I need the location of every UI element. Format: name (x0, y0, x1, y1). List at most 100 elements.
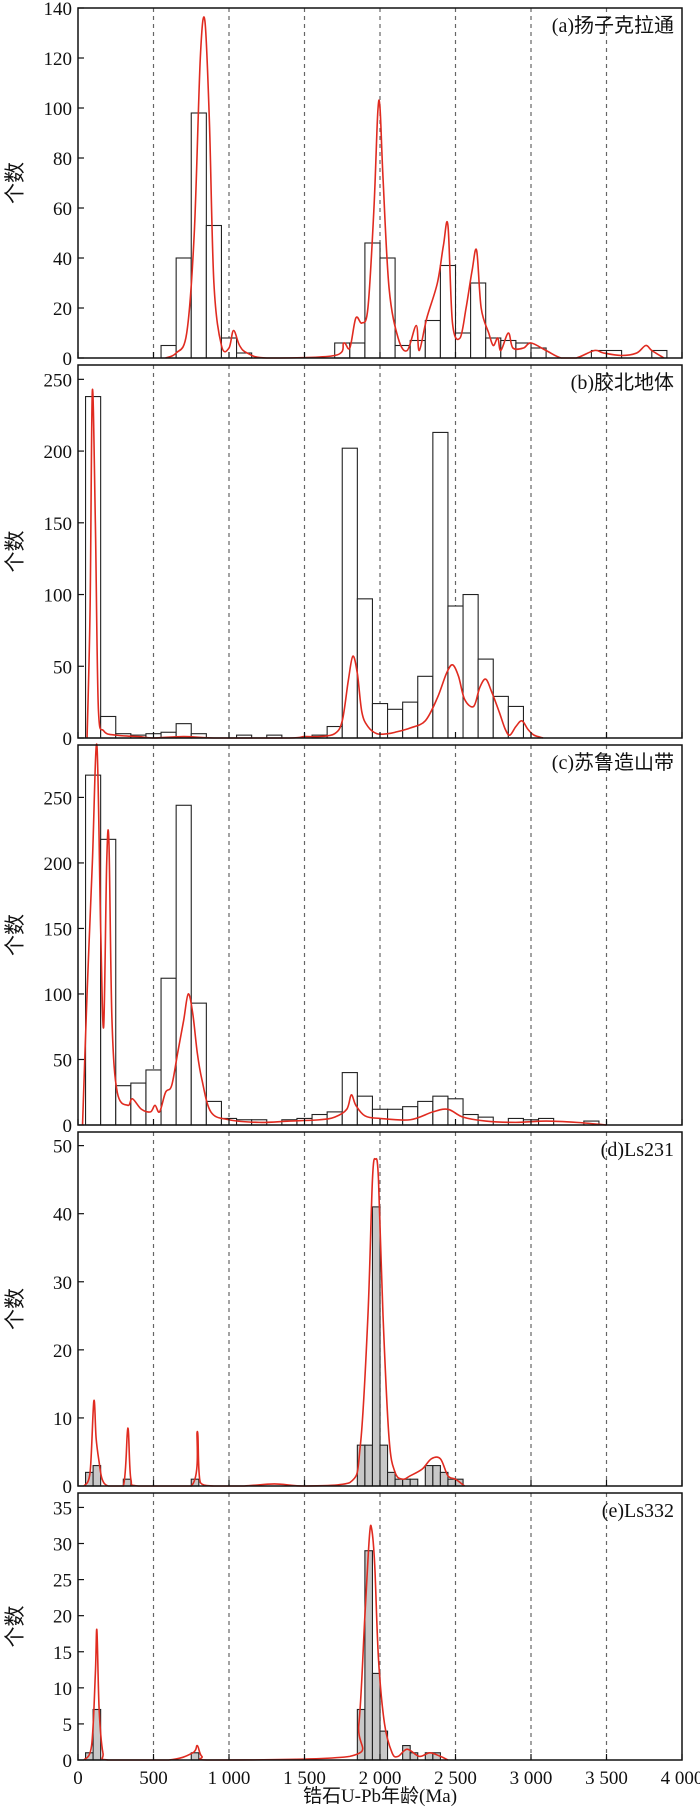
panel-title: (b)胶北地体 (571, 371, 674, 394)
y-axis-label: 个数 (3, 1288, 27, 1330)
histogram-bar (432, 1465, 441, 1487)
panel-title: (d)Ls231 (601, 1139, 674, 1161)
y-tick-label: 80 (53, 149, 72, 170)
histogram-bar (447, 605, 464, 739)
x-tick-label: 1 500 (283, 1768, 326, 1789)
kde-curve (86, 388, 544, 739)
histogram-bar (341, 447, 358, 739)
panel-title: (e)Ls332 (602, 1500, 674, 1522)
y-tick-label: 100 (44, 99, 73, 120)
panel-title: (c)苏鲁造山带 (552, 751, 674, 774)
histogram-bar (402, 701, 419, 739)
histogram-bar (402, 1106, 419, 1126)
histogram-bar (439, 264, 457, 359)
y-tick-label: 140 (44, 0, 73, 20)
y-tick-label: 250 (44, 370, 73, 391)
y-tick-label: 250 (44, 788, 73, 809)
y-tick-label: 25 (53, 1571, 72, 1592)
histogram-bar (371, 1206, 381, 1487)
histogram-bar (160, 344, 177, 359)
panel-e: 0 5 10 15 20 25 30 35 个数 (e)Ls332 (3, 1492, 683, 1772)
y-tick-label: 100 (44, 985, 73, 1006)
y-tick-label: 20 (53, 299, 72, 320)
histogram-bar (424, 319, 441, 359)
histogram-bar (454, 332, 472, 359)
panel-c: 0 50 100 150 200 250 个数 (c)苏鲁造山带 (3, 743, 683, 1137)
x-tick-label: 2 000 (359, 1768, 402, 1789)
x-tick-label: 2 500 (434, 1768, 477, 1789)
histogram-bar (364, 1444, 373, 1487)
y-tick-label: 30 (53, 1273, 72, 1294)
histogram-bar (424, 1465, 434, 1487)
histogram-bar (386, 1108, 404, 1126)
y-tick-label: 30 (53, 1535, 72, 1556)
histogram-bar (175, 804, 192, 1126)
histogram-bar (409, 1478, 419, 1487)
y-tick-label: 0 (63, 1116, 73, 1137)
y-tick-label: 50 (53, 1050, 72, 1071)
y-axis-label: 个数 (3, 914, 27, 956)
y-tick-label: 150 (44, 919, 73, 940)
histogram-bar (349, 342, 366, 359)
y-tick-label: 0 (63, 729, 73, 750)
histogram-bar (145, 1069, 162, 1126)
x-tick-label: 500 (139, 1768, 168, 1789)
y-tick-label: 60 (53, 199, 72, 220)
y-tick-label: 200 (44, 854, 73, 875)
histogram-bar (417, 675, 434, 739)
y-tick-label: 35 (53, 1498, 72, 1519)
histogram-bar (477, 658, 494, 739)
kde-curve (81, 743, 607, 1126)
histogram-bar (160, 977, 177, 1126)
histogram-bar (356, 598, 374, 739)
y-tick-label: 15 (53, 1643, 72, 1664)
x-tick-label: 1 000 (208, 1768, 251, 1789)
y-tick-label: 120 (44, 49, 73, 70)
y-tick-label: 10 (53, 1679, 72, 1700)
histogram-bar (130, 1082, 147, 1126)
y-tick-label: 40 (53, 1205, 72, 1226)
histogram-bar (394, 344, 411, 359)
y-tick-label: 150 (44, 514, 73, 535)
y-tick-label: 50 (53, 1137, 72, 1158)
y-tick-label: 50 (53, 657, 72, 678)
histogram-bar (386, 1471, 396, 1487)
kde-curve (83, 1524, 449, 1761)
y-axis-label: 个数 (3, 162, 27, 204)
y-tick-label: 10 (53, 1409, 72, 1430)
histogram-bar (379, 1444, 389, 1487)
histogram-bar (402, 1745, 411, 1761)
histogram-bar (447, 1478, 457, 1487)
x-tick-label: 4 000 (661, 1768, 700, 1789)
y-tick-label: 20 (53, 1607, 72, 1628)
panel-d: 0 10 20 30 40 50 个数 (d)Ls231 (3, 1131, 683, 1498)
x-axis-label: 锆石U-Pb年龄(Ma) (303, 1785, 457, 1807)
panel-a: 0 20 40 60 80 100 120 140 个数 (a)扬子克拉通 (3, 0, 683, 370)
histogram-bar (364, 242, 381, 359)
y-tick-label: 0 (63, 349, 73, 370)
histogram-bar (100, 838, 117, 1126)
y-tick-label: 100 (44, 586, 73, 607)
x-tick-label: 3 500 (585, 1768, 628, 1789)
y-tick-label: 40 (53, 249, 72, 270)
histogram-bar (394, 1478, 404, 1487)
histogram-bar (515, 342, 532, 359)
kde-curve (165, 16, 665, 359)
x-tick-label: 0 (73, 1768, 83, 1789)
x-tick-label: 3 000 (510, 1768, 553, 1789)
y-axis-label: 个数 (3, 531, 27, 573)
histogram-bar (507, 705, 525, 739)
y-tick-label: 0 (63, 1477, 73, 1498)
y-tick-label: 0 (63, 1751, 73, 1772)
y-tick-label: 200 (44, 442, 73, 463)
y-axis-label: 个数 (3, 1606, 27, 1648)
histogram-bar (402, 1478, 411, 1487)
histogram-bar (371, 1672, 381, 1761)
panel-b: 0 50 100 150 200 250 个数 (b)胶北地体 (3, 364, 683, 750)
panel-title: (a)扬子克拉通 (552, 14, 674, 37)
y-tick-label: 20 (53, 1341, 72, 1362)
histogram-bar (462, 593, 479, 739)
kde-curve (83, 1157, 466, 1487)
y-tick-label: 5 (63, 1715, 73, 1736)
